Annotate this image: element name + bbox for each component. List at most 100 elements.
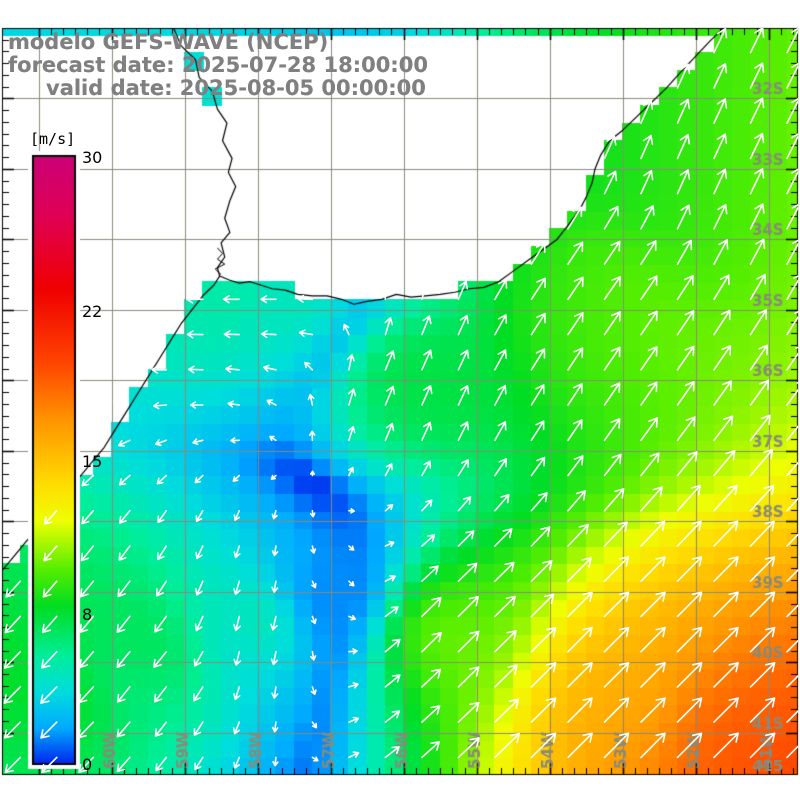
wind-arrow	[227, 400, 241, 408]
wind-arrow	[384, 422, 395, 442]
wind-arrow	[603, 240, 621, 265]
wind-arrow	[5, 580, 22, 598]
wind-arrow	[271, 545, 279, 557]
colorbar-tick-15: 15	[82, 452, 103, 471]
wind-arrow	[567, 697, 593, 723]
wind-arrow	[188, 365, 204, 374]
wind-arrow	[749, 203, 765, 230]
wind-arrow	[603, 170, 618, 195]
wind-arrow	[233, 756, 241, 769]
wind-arrow	[640, 697, 666, 723]
wind-arrow	[269, 435, 277, 442]
wind-arrow	[603, 732, 630, 759]
wind-arrow	[530, 662, 557, 688]
wind-arrow	[154, 721, 168, 737]
wind-arrow	[421, 349, 433, 371]
wind-arrow	[155, 439, 168, 447]
wind-arrow	[457, 701, 480, 723]
wind-arrow	[713, 28, 728, 54]
wind-arrow	[603, 205, 619, 230]
wind-arrow	[786, 168, 798, 195]
wind-arrow	[421, 705, 441, 723]
wind-arrow	[233, 650, 242, 666]
valid-date-label: valid date: 2025-08-05 00:00:00	[46, 76, 426, 100]
wind-arrow	[194, 615, 204, 632]
wind-arrow	[530, 526, 551, 547]
wind-arrow	[346, 354, 355, 371]
wind-arrow	[81, 509, 95, 525]
wind-arrow	[494, 421, 507, 442]
wind-arrow	[494, 279, 508, 301]
wind-arrow	[713, 626, 739, 653]
map-annotation: 415	[752, 757, 784, 775]
wind-arrow	[603, 662, 630, 688]
wind-arrow	[749, 168, 765, 195]
wind-arrow	[749, 556, 776, 582]
wind-arrow	[189, 401, 204, 409]
wind-arrow	[603, 135, 617, 160]
colorbar-tick-30: 30	[82, 148, 103, 167]
wind-arrow	[421, 596, 442, 618]
wind-arrow	[640, 169, 654, 195]
wind-arrow	[384, 606, 399, 618]
wind-arrow	[786, 203, 798, 230]
wind-arrow	[79, 580, 95, 598]
wind-arrow	[713, 662, 739, 688]
wind-arrow	[153, 650, 168, 668]
wind-arrow	[347, 425, 356, 442]
wind-arrow	[640, 591, 666, 618]
wind-arrow	[81, 474, 95, 487]
wind-arrow	[603, 346, 621, 371]
wind-arrow	[43, 545, 58, 562]
wind-arrow	[157, 545, 168, 561]
wind-arrow	[567, 419, 583, 442]
wind-arrow	[421, 499, 433, 512]
wind-arrow	[304, 361, 314, 371]
wind-arrow	[676, 662, 703, 688]
wind-arrow	[420, 282, 430, 301]
wind-arrow	[567, 241, 584, 265]
wind-arrow	[603, 626, 630, 653]
wind-arrow	[749, 662, 776, 688]
wind-arrow	[713, 168, 728, 195]
wind-arrow	[119, 509, 131, 524]
wind-arrow	[193, 721, 204, 736]
wind-arrow	[530, 242, 546, 265]
wind-arrow	[195, 509, 204, 522]
wind-arrow	[494, 561, 515, 582]
wind-arrow	[603, 697, 630, 723]
wind-arrow	[457, 280, 469, 301]
wind-vector-layer	[3, 28, 798, 774]
wind-arrow	[233, 615, 241, 632]
wind-arrow	[640, 346, 658, 371]
wind-arrow	[117, 580, 131, 598]
wind-arrow	[640, 205, 655, 230]
wind-arrow	[786, 133, 798, 160]
wind-arrow	[530, 627, 557, 653]
wind-arrow	[41, 756, 58, 774]
wind-arrow	[786, 239, 798, 265]
wind-arrow	[457, 666, 480, 688]
wind-arrow	[786, 425, 798, 442]
wind-arrow	[457, 737, 480, 759]
wind-arrow	[640, 417, 658, 442]
wind-arrow	[192, 438, 204, 445]
wind-arrow	[260, 330, 277, 339]
wind-arrow	[676, 626, 703, 653]
wind-arrow	[567, 276, 584, 301]
wind-arrow	[749, 484, 775, 512]
wind-arrow	[567, 591, 593, 618]
wind-arrow	[530, 732, 557, 759]
wind-arrow	[457, 530, 475, 547]
wind-arrow	[348, 466, 354, 477]
wind-arrow	[80, 545, 95, 562]
wind-arrow	[494, 349, 507, 371]
wind-arrow	[4, 615, 22, 634]
wind-arrow	[567, 455, 584, 477]
wind-arrow	[155, 756, 168, 772]
wind-arrow	[530, 277, 546, 301]
wind-arrow	[749, 344, 768, 371]
wind-arrow	[786, 639, 798, 653]
